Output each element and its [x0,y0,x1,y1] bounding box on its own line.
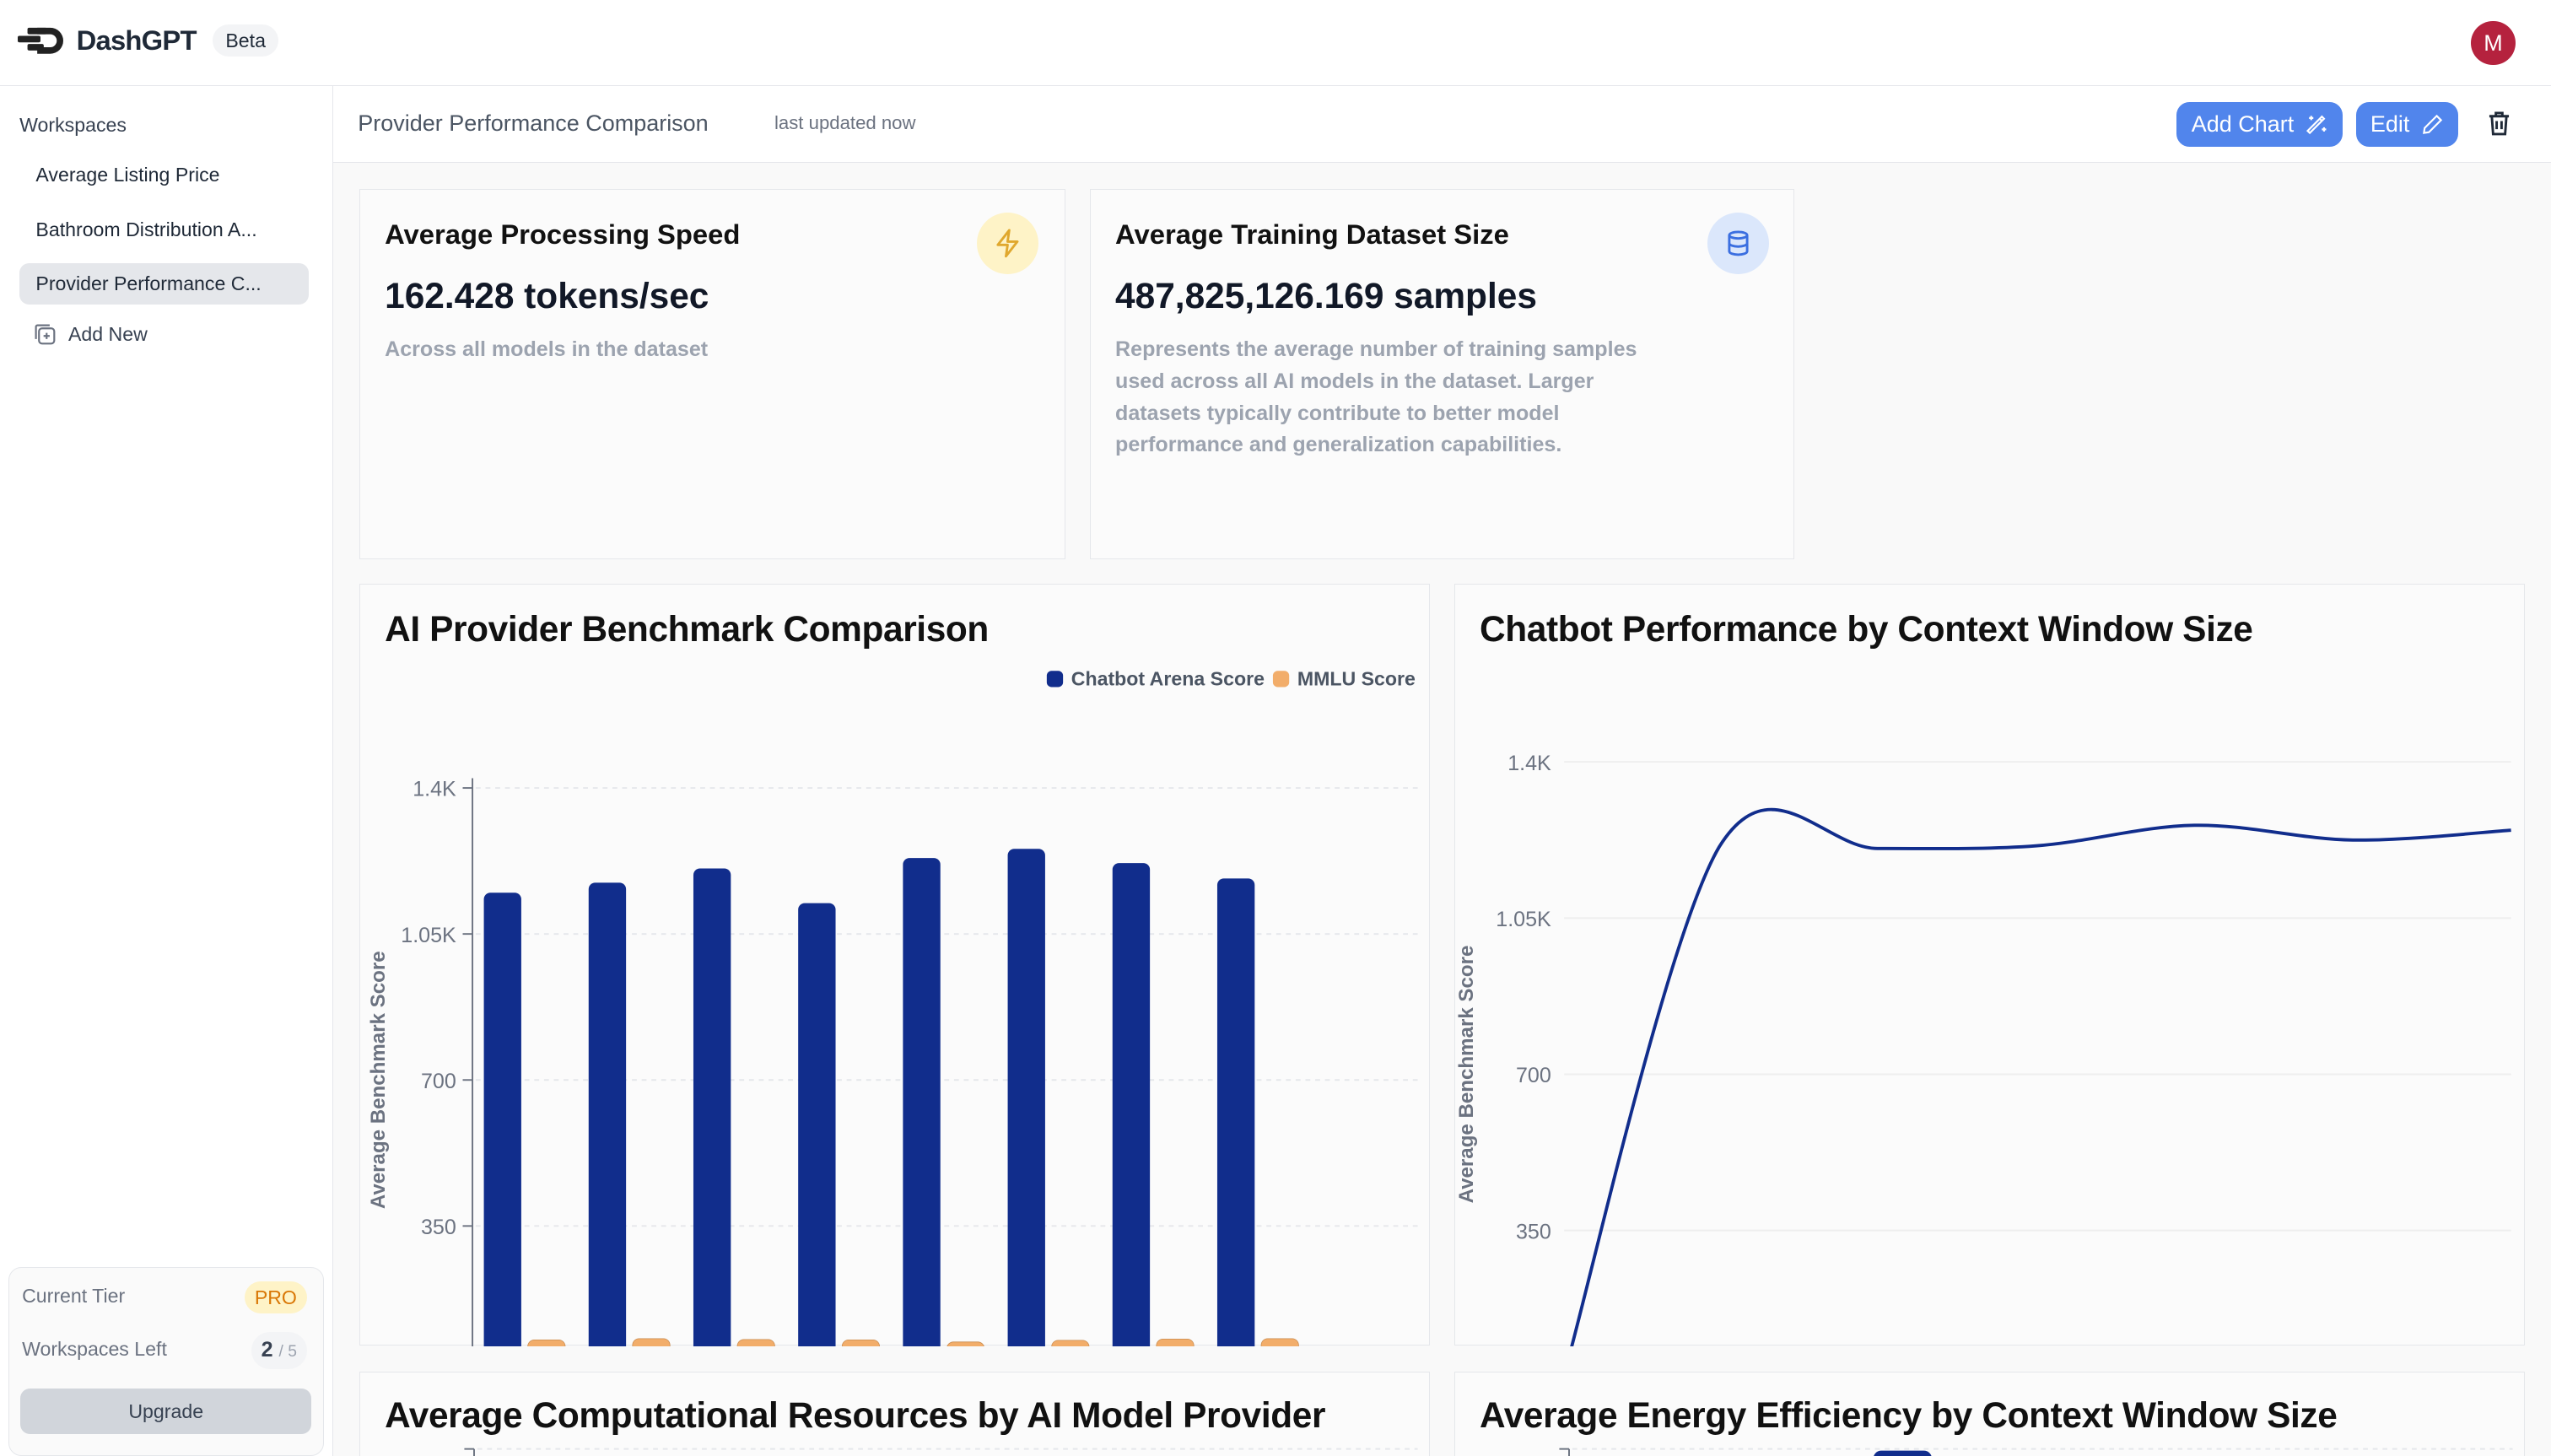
chart-title: Average Computational Resources by AI Mo… [385,1394,1326,1435]
add-chart-label: Add Chart [2191,111,2295,138]
y-tick-label: 1.05K [1496,908,1551,931]
dashgpt-logo-icon [18,27,64,54]
sidebar-item-label: Bathroom Distribution A... [35,218,257,241]
main-content: Provider Performance Comparison last upd… [333,86,2551,1456]
bar-mmlu [947,1341,984,1346]
add-chart-button[interactable]: Add Chart [2176,102,2343,147]
bar-mmlu [527,1340,566,1346]
edit-label: Edit [2370,111,2410,138]
chart-card-computational-resources: Average Computational Resources by AI Mo… [359,1371,1431,1456]
add-new-workspace-button[interactable]: Add New [33,322,148,347]
workspaces-used: 2 [261,1338,273,1362]
sidebar-item-provider-performance[interactable]: Provider Performance C... [19,263,310,305]
top-bar: DashGPT Beta M [0,0,2551,87]
current-tier-label: Current Tier [22,1284,126,1307]
edit-button[interactable]: Edit [2355,102,2459,147]
legend-label: MMLU Score [1297,668,1416,690]
last-updated: last updated now [774,112,916,134]
sidebar-item-average-listing-price[interactable]: Average Listing Price [19,154,309,195]
bar-chatbot-arena [903,858,941,1346]
metric-description: Across all models in the dataset [385,337,709,362]
pencil-icon [2422,114,2443,134]
y-tick-label: 1.05K [401,924,456,947]
brand-name: DashGPT [76,24,197,57]
beta-badge: Beta [212,24,279,57]
workspaces-left-label: Workspaces Left [22,1338,167,1361]
chart-card-energy-efficiency: Average Energy Efficiency by Context Win… [1454,1371,2526,1456]
tier-card: Current Tier PRO Workspaces Left 2 / 5 U… [8,1267,324,1456]
computational-resources-chart [464,1448,1418,1456]
legend-swatch [1047,671,1064,688]
tier-badge: PRO [245,1281,307,1314]
y-axis-label: Average Benchmark Score [1455,946,1478,1204]
bar-mmlu [1260,1338,1299,1346]
bar-chatbot-arena [1217,878,1255,1346]
bar [1874,1450,1932,1456]
bar-chatbot-arena [483,892,522,1346]
bar-mmlu [1051,1340,1090,1346]
page-title: Provider Performance Comparison [358,111,709,137]
metric-value: 162.428 tokens/sec [385,275,709,315]
bar-mmlu [632,1338,671,1346]
legend-swatch [1273,671,1290,688]
workspaces-heading: Workspaces [19,113,127,136]
bar-chatbot-arena [588,882,627,1346]
chart-title: Chatbot Performance by Context Window Si… [1480,609,2253,650]
series-line [1570,808,2511,1346]
bar-chatbot-arena [798,903,836,1346]
bar-mmlu [1156,1339,1195,1346]
logo[interactable]: DashGPT Beta [18,24,279,57]
chart-title: Average Energy Efficiency by Context Win… [1480,1394,2338,1435]
metric-card-processing-speed: Average Processing Speed 162.428 tokens/… [359,188,1066,560]
sidebar-item-label: Provider Performance C... [35,272,262,294]
y-tick-label: 700 [1516,1064,1551,1087]
sidebar-item-bathroom-distribution[interactable]: Bathroom Distribution A... [19,210,309,251]
legend-label: Chatbot Arena Score [1071,668,1265,690]
bar-mmlu [736,1339,775,1346]
chart-card-context-window: Chatbot Performance by Context Window Si… [1454,584,2526,1346]
upgrade-button[interactable]: Upgrade [20,1389,312,1435]
metric-title: Average Processing Speed [385,218,741,251]
y-tick-label: 350 [421,1216,456,1239]
bar-mmlu [842,1340,881,1346]
y-tick-label: 1.4K [1507,752,1551,775]
database-icon [1707,212,1770,274]
sidebar-item-label: Average Listing Price [35,163,220,186]
page-header: Provider Performance Comparison last upd… [333,86,2551,163]
y-axis-label: Average Benchmark Score [367,952,390,1210]
bar-chatbot-arena [1007,849,1046,1346]
metric-title: Average Training Dataset Size [1115,218,1509,251]
lightning-icon [977,212,1039,274]
metric-description: Represents the average number of trainin… [1115,337,1637,457]
workspaces-left-count: 2 / 5 [251,1331,307,1369]
energy-efficiency-chart [1559,1448,2513,1456]
bar-chatbot-arena [693,868,731,1346]
metric-card-dataset-size: Average Training Dataset Size 487,825,12… [1090,188,1795,560]
avatar[interactable]: M [2471,21,2516,66]
metric-value: 487,825,126.169 samples [1115,275,1537,315]
workspaces-total: / 5 [278,1343,297,1362]
trash-icon[interactable] [2488,111,2511,137]
add-copy-icon [35,324,55,345]
y-tick-label: 700 [421,1070,456,1093]
add-new-label: Add New [67,322,148,345]
bar-chatbot-arena [1112,863,1151,1346]
magic-wand-icon [2306,115,2327,135]
sidebar: Workspaces Average Listing Price Bathroo… [0,86,334,1456]
chart-title: AI Provider Benchmark Comparison [385,609,989,650]
y-tick-label: 350 [1516,1221,1551,1244]
chart-card-benchmark-comparison: AI Provider Benchmark Comparison 0350700… [359,584,1431,1346]
y-tick-label: 1.4K [413,778,456,801]
